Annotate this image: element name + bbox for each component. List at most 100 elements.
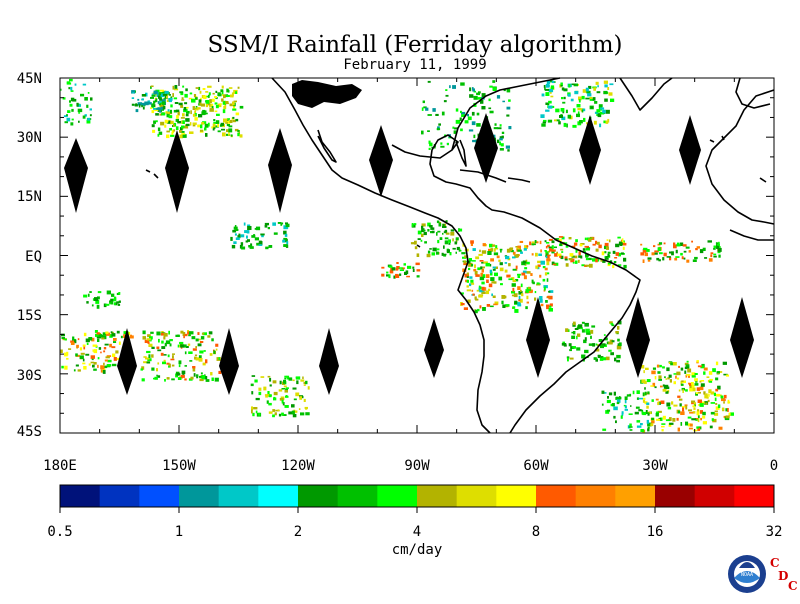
rain-speckle (258, 387, 262, 391)
rain-speckle (214, 377, 219, 382)
rain-speckle (164, 124, 167, 128)
rain-speckle (146, 338, 151, 341)
rain-speckle (499, 148, 504, 151)
rain-speckle (679, 242, 684, 246)
rain-speckle (560, 242, 562, 246)
rain-speckle (123, 334, 125, 338)
rain-speckle (679, 403, 682, 407)
rain-speckle (653, 245, 656, 248)
rain-speckle (717, 404, 721, 409)
rain-speckle (680, 252, 683, 256)
rain-speckle (539, 296, 543, 300)
rain-speckle (603, 80, 608, 84)
rain-speckle (611, 340, 615, 343)
rain-speckle (61, 333, 65, 337)
rain-speckle (678, 398, 683, 401)
rain-speckle (205, 91, 209, 93)
rain-speckle (492, 295, 496, 298)
rain-speckle (78, 120, 80, 123)
rain-speckle (153, 120, 156, 124)
rain-speckle (709, 379, 713, 383)
rain-speckle (279, 380, 282, 385)
rain-speckle (607, 253, 610, 258)
rain-speckle (655, 413, 659, 417)
rain-speckle (715, 393, 721, 397)
rain-speckle (476, 92, 480, 96)
rain-speckle (227, 120, 231, 124)
rain-speckle (445, 220, 448, 223)
rain-speckle (598, 244, 602, 249)
rain-speckle (700, 417, 702, 421)
rain-speckle (703, 367, 708, 371)
rain-speckle (435, 113, 439, 116)
rain-speckle (156, 374, 158, 377)
rain-speckle (605, 410, 610, 414)
rain-speckle (70, 340, 74, 343)
rain-speckle (161, 101, 166, 105)
rain-speckle (292, 387, 297, 390)
rain-speckle (541, 123, 546, 127)
rain-speckle (97, 364, 99, 368)
rain-speckle (558, 121, 561, 125)
rain-speckle (269, 384, 272, 387)
rain-speckle (263, 386, 267, 391)
rain-speckle (201, 122, 205, 125)
rain-speckle (164, 379, 166, 382)
rain-speckle (258, 240, 262, 244)
rain-speckle (200, 129, 204, 132)
rain-speckle (697, 399, 702, 403)
rain-speckle (708, 258, 713, 262)
rain-speckle (614, 357, 617, 362)
rain-speckle (66, 81, 70, 84)
rain-speckle (60, 349, 63, 353)
rain-speckle (247, 226, 252, 230)
rain-speckle (167, 354, 170, 358)
rain-speckle (493, 252, 499, 256)
rain-speckle (200, 372, 203, 375)
rain-speckle (652, 382, 656, 387)
rain-speckle (629, 429, 633, 431)
rain-speckle (300, 412, 305, 416)
rain-speckle (97, 357, 100, 360)
rain-speckle (188, 334, 191, 337)
rain-speckle (398, 267, 403, 269)
rain-speckle (389, 270, 394, 274)
rain-speckle (393, 275, 396, 279)
rain-speckle (597, 344, 600, 346)
rain-speckle (413, 223, 417, 226)
rain-speckle (305, 380, 308, 385)
rain-speckle (673, 373, 678, 375)
rain-speckle (285, 223, 290, 228)
rain-speckle (273, 232, 278, 235)
rain-speckle (658, 375, 662, 379)
rain-speckle (493, 127, 498, 130)
rain-speckle (687, 423, 692, 427)
rain-speckle (568, 258, 573, 261)
rain-speckle (667, 406, 672, 410)
colorbar-tick-label: 4 (413, 524, 421, 540)
rain-speckle (561, 343, 567, 346)
rain-speckle (437, 230, 441, 233)
rain-speckle (250, 243, 253, 246)
rain-speckle (667, 377, 670, 380)
rain-speckle (470, 279, 474, 283)
rain-speckle (560, 248, 564, 251)
rain-speckle (499, 141, 501, 146)
rain-speckle (521, 293, 524, 297)
rain-speckle (148, 343, 153, 347)
rain-speckle (296, 380, 299, 385)
rain-speckle (585, 248, 590, 251)
rain-speckle (548, 290, 551, 293)
rain-speckle (235, 237, 240, 240)
rain-speckle (192, 122, 197, 125)
rain-speckle (178, 360, 182, 365)
rain-speckle (153, 100, 156, 104)
rain-speckle (673, 381, 676, 385)
rain-speckle (551, 80, 555, 84)
rain-speckle (283, 225, 288, 230)
rain-speckle (214, 102, 218, 105)
rain-speckle (93, 362, 97, 365)
rain-speckle (150, 86, 152, 89)
rain-speckle (718, 254, 721, 258)
rain-speckle (284, 233, 288, 237)
